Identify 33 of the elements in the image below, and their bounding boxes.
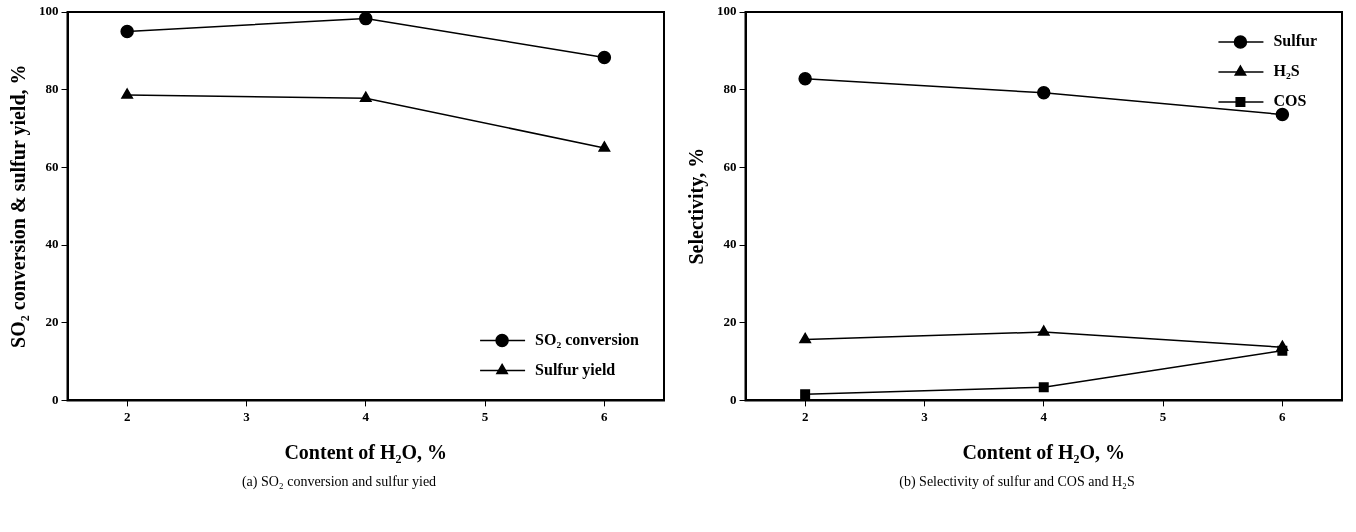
text: (a) SO₂ conversion and sulfur yied — [240, 474, 438, 490]
x-tick-label: 2 — [801, 408, 809, 424]
x-axis-title: Content of H₂O, % — [962, 441, 1126, 464]
legend-label: COS — [1273, 92, 1307, 110]
x-tick-label: 5 — [481, 408, 489, 424]
x-tick-label: 2 — [123, 408, 131, 424]
y-tick-label: 20 — [723, 314, 737, 330]
x-tick-label: 4 — [1040, 408, 1048, 424]
legend-label: Sulfur — [1273, 32, 1318, 50]
x-tick-label: 6 — [1279, 408, 1287, 424]
y-tick-label: 0 — [52, 391, 59, 407]
y-tick-label: 40 — [45, 236, 59, 252]
x-tick-label: 5 — [1159, 408, 1167, 424]
x-tick-label: 3 — [243, 408, 251, 424]
legend-label: Sulfur yield — [535, 360, 616, 379]
y-axis-title: SO₂ conversion & sulfur yield, % — [7, 64, 31, 348]
y-tick-label: 40 — [723, 236, 737, 252]
y-tick-label: 20 — [45, 314, 59, 330]
y-tick-label: 100 — [717, 3, 737, 19]
x-axis-title: Content of H₂O, % — [284, 441, 448, 464]
y-tick-label: 100 — [39, 3, 59, 19]
x-tick-label: 6 — [601, 408, 609, 424]
legend-label: H₂S — [1273, 62, 1300, 80]
y-tick-label: 60 — [45, 158, 59, 174]
text: (b) Selectivity of sulfur and COS and H₂S — [898, 474, 1136, 490]
y-tick-label: 60 — [723, 158, 737, 174]
y-axis-title: Selectivity, % — [685, 147, 709, 265]
y-tick-label: 0 — [730, 391, 737, 407]
y-tick-label: 80 — [723, 81, 737, 97]
y-tick-label: 80 — [45, 81, 59, 97]
x-tick-label: 3 — [921, 408, 929, 424]
x-tick-label: 4 — [362, 408, 370, 424]
legend-label: SO₂ conversion — [535, 330, 640, 348]
